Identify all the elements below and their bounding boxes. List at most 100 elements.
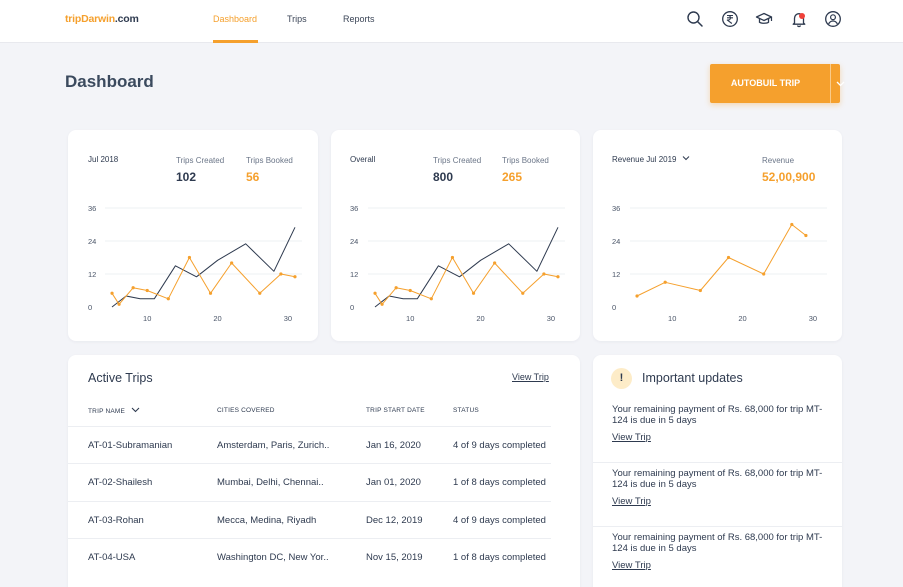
column-header-status: STATUS <box>453 407 479 414</box>
x-tick-label: 10 <box>143 314 151 323</box>
series-line <box>636 224 807 297</box>
data-point <box>187 255 192 260</box>
button-divider <box>830 64 831 103</box>
update-item: Your remaining payment of Rs. 68,000 for… <box>593 399 842 463</box>
table-row[interactable]: AT-04-USA Washington DC, New Yor.. Nov 1… <box>68 538 551 575</box>
data-point <box>726 255 731 260</box>
y-tick-label: 24 <box>88 237 96 246</box>
data-point <box>471 291 476 295</box>
logo[interactable]: tripDarwin.com <box>65 13 139 25</box>
card-period: Overall <box>350 155 376 164</box>
data-point <box>145 288 149 293</box>
view-trip-link[interactable]: View Trip <box>612 432 651 443</box>
nav-reports[interactable]: Reports <box>343 14 375 24</box>
card-period: Jul 2018 <box>88 155 119 164</box>
active-nav-indicator <box>213 40 258 43</box>
chevron-down-icon[interactable] <box>831 64 850 103</box>
y-tick-label: 24 <box>612 237 620 246</box>
y-tick-label: 36 <box>350 204 358 213</box>
cities-covered: Mecca, Medina, Riyadh <box>217 515 317 526</box>
data-point <box>293 275 297 279</box>
table-row[interactable]: AT-02-Shailesh Mumbai, Delhi, Chennai.. … <box>68 463 551 500</box>
y-tick-label: 0 <box>88 303 92 312</box>
stats-card-overall: Overall Trips Created 800 Trips Booked 2… <box>331 130 580 341</box>
update-item: Your remaining payment of Rs. 68,000 for… <box>593 463 842 527</box>
column-header-start-date: TRIP START DATE <box>366 407 425 414</box>
data-point <box>663 280 667 284</box>
update-text: Your remaining payment of Rs. 68,000 for… <box>612 468 823 490</box>
chevron-down-icon <box>682 156 690 161</box>
data-point <box>521 291 525 295</box>
data-point <box>110 291 114 295</box>
search-icon[interactable] <box>686 10 704 28</box>
data-point <box>394 286 398 290</box>
y-tick-label: 12 <box>88 270 96 279</box>
data-point <box>258 291 262 295</box>
data-point <box>804 233 808 238</box>
stats-card-jul-2018: Jul 2018 Trips Created 102 Trips Booked … <box>68 130 318 341</box>
nav-dashboard[interactable]: Dashboard <box>213 14 258 24</box>
view-trip-link[interactable]: View Trip <box>512 372 549 382</box>
column-header-cities: CITIES COVERED <box>217 407 275 414</box>
updates-title: Important updates <box>642 371 743 385</box>
view-trip-link[interactable]: View Trip <box>612 560 651 571</box>
y-tick-label: 0 <box>612 303 616 312</box>
data-point <box>131 286 135 290</box>
x-tick-label: 10 <box>406 314 414 323</box>
line-chart: 0 12 24 36 10 20 30 <box>88 204 302 323</box>
data-point <box>408 288 412 293</box>
revenue-label: Revenue <box>762 156 795 165</box>
page-title: Dashboard <box>65 72 154 91</box>
cities-covered: Amsterdam, Paris, Zurich.. <box>217 440 330 451</box>
revenue-period-label: Revenue Jul 2019 <box>612 155 677 164</box>
active-trips-title: Active Trips <box>88 371 153 385</box>
trip-status: 4 of 9 days completed <box>453 515 546 526</box>
data-point <box>556 275 560 279</box>
rupee-icon[interactable] <box>721 10 739 28</box>
cities-covered: Washington DC, New Yor.. <box>217 552 329 563</box>
autobuild-trip-label: AUTOBUIL TRIP <box>730 78 801 88</box>
x-tick-label: 20 <box>476 314 484 323</box>
x-tick-label: 30 <box>284 314 292 323</box>
trip-start-date: Jan 16, 2020 <box>366 440 421 451</box>
trips-booked-value: 265 <box>502 170 523 184</box>
data-point <box>542 272 546 276</box>
column-header-trip-name[interactable]: TRIP NAME <box>88 407 140 415</box>
table-row[interactable]: AT-01-Subramanian Amsterdam, Paris, Zuri… <box>68 426 551 463</box>
table-row[interactable]: AT-03-Rohan Mecca, Medina, Riyadh Dec 12… <box>68 501 551 538</box>
trips-created-label: Trips Created <box>176 156 225 165</box>
data-point <box>380 302 384 306</box>
y-tick-label: 12 <box>350 270 358 279</box>
series-line <box>111 227 296 308</box>
autobuild-trip-button[interactable]: AUTOBUIL TRIP <box>710 64 845 103</box>
data-point <box>493 261 497 265</box>
trips-booked-value: 56 <box>246 170 260 184</box>
notification-badge <box>799 13 805 19</box>
update-item: Your remaining payment of Rs. 68,000 for… <box>593 527 842 587</box>
revenue-line-chart: 0 12 24 36 10 20 30 <box>612 204 827 323</box>
data-point <box>279 272 283 276</box>
graduation-cap-icon[interactable] <box>755 10 773 28</box>
trip-name: AT-03-Rohan <box>88 515 144 526</box>
logo-main: tripDarwin <box>65 13 115 25</box>
revenue-period-dropdown[interactable]: Revenue Jul 2019 <box>612 155 690 164</box>
view-trip-link[interactable]: View Trip <box>612 496 651 507</box>
active-trips-card: Active Trips View Trip TRIP NAME CITIES … <box>68 355 580 587</box>
trip-status: 4 of 9 days completed <box>453 440 546 451</box>
update-text: Your remaining payment of Rs. 68,000 for… <box>612 404 823 426</box>
data-point <box>790 222 794 227</box>
trips-booked-label: Trips Booked <box>246 156 293 165</box>
logo-domain: .com <box>114 13 139 25</box>
x-tick-label: 20 <box>213 314 221 323</box>
nav-trips[interactable]: Trips <box>287 14 307 24</box>
data-point <box>635 294 639 298</box>
data-point <box>698 288 702 293</box>
revenue-value: 52,00,900 <box>762 170 816 184</box>
user-icon[interactable] <box>824 10 842 28</box>
bell-icon[interactable] <box>790 10 808 28</box>
trip-start-date: Nov 15, 2019 <box>366 552 423 563</box>
y-tick-label: 36 <box>88 204 96 213</box>
trips-created-label: Trips Created <box>433 156 482 165</box>
alert-icon: ! <box>611 368 632 389</box>
column-header-label: TRIP NAME <box>88 408 126 415</box>
